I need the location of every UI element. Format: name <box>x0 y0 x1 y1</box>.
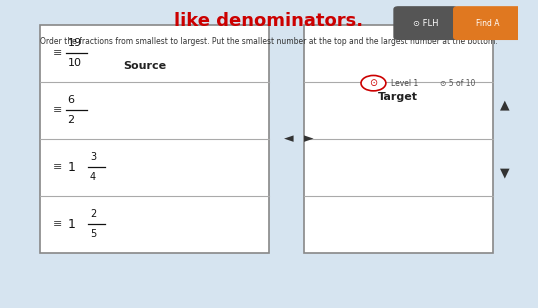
Text: ▼: ▼ <box>500 166 510 179</box>
Text: Level 1: Level 1 <box>391 79 418 88</box>
Text: Target: Target <box>378 92 419 102</box>
Text: ≡: ≡ <box>53 105 62 115</box>
Text: like denominators.: like denominators. <box>174 12 364 30</box>
FancyBboxPatch shape <box>453 6 522 40</box>
Text: 1: 1 <box>68 217 75 231</box>
FancyBboxPatch shape <box>40 25 269 253</box>
FancyBboxPatch shape <box>393 6 458 40</box>
Text: ►: ► <box>304 132 314 145</box>
Text: 1: 1 <box>68 160 75 174</box>
Text: 3: 3 <box>90 152 96 162</box>
Text: 10: 10 <box>68 59 82 68</box>
Text: ◄: ◄ <box>284 132 294 145</box>
Text: 4: 4 <box>90 172 96 182</box>
Text: Source: Source <box>123 61 166 71</box>
FancyBboxPatch shape <box>304 25 493 253</box>
Text: ≡: ≡ <box>53 48 62 58</box>
Text: ⊙ FLH: ⊙ FLH <box>413 18 438 28</box>
Text: 2: 2 <box>90 209 96 219</box>
Text: ⊙: ⊙ <box>370 78 378 88</box>
Text: ≡: ≡ <box>53 162 62 172</box>
Text: ≡: ≡ <box>53 219 62 229</box>
Text: 2: 2 <box>68 116 75 125</box>
Text: ▲: ▲ <box>500 98 510 111</box>
Text: ⊙ 5 of 10: ⊙ 5 of 10 <box>440 79 476 88</box>
Text: 5: 5 <box>90 229 96 239</box>
Text: Find A: Find A <box>476 18 500 28</box>
Text: 6: 6 <box>68 95 75 105</box>
Text: 19: 19 <box>68 38 82 48</box>
Circle shape <box>361 75 386 91</box>
Text: Order the fractions from smallest to largest. Put the smallest number at the top: Order the fractions from smallest to lar… <box>40 37 498 46</box>
